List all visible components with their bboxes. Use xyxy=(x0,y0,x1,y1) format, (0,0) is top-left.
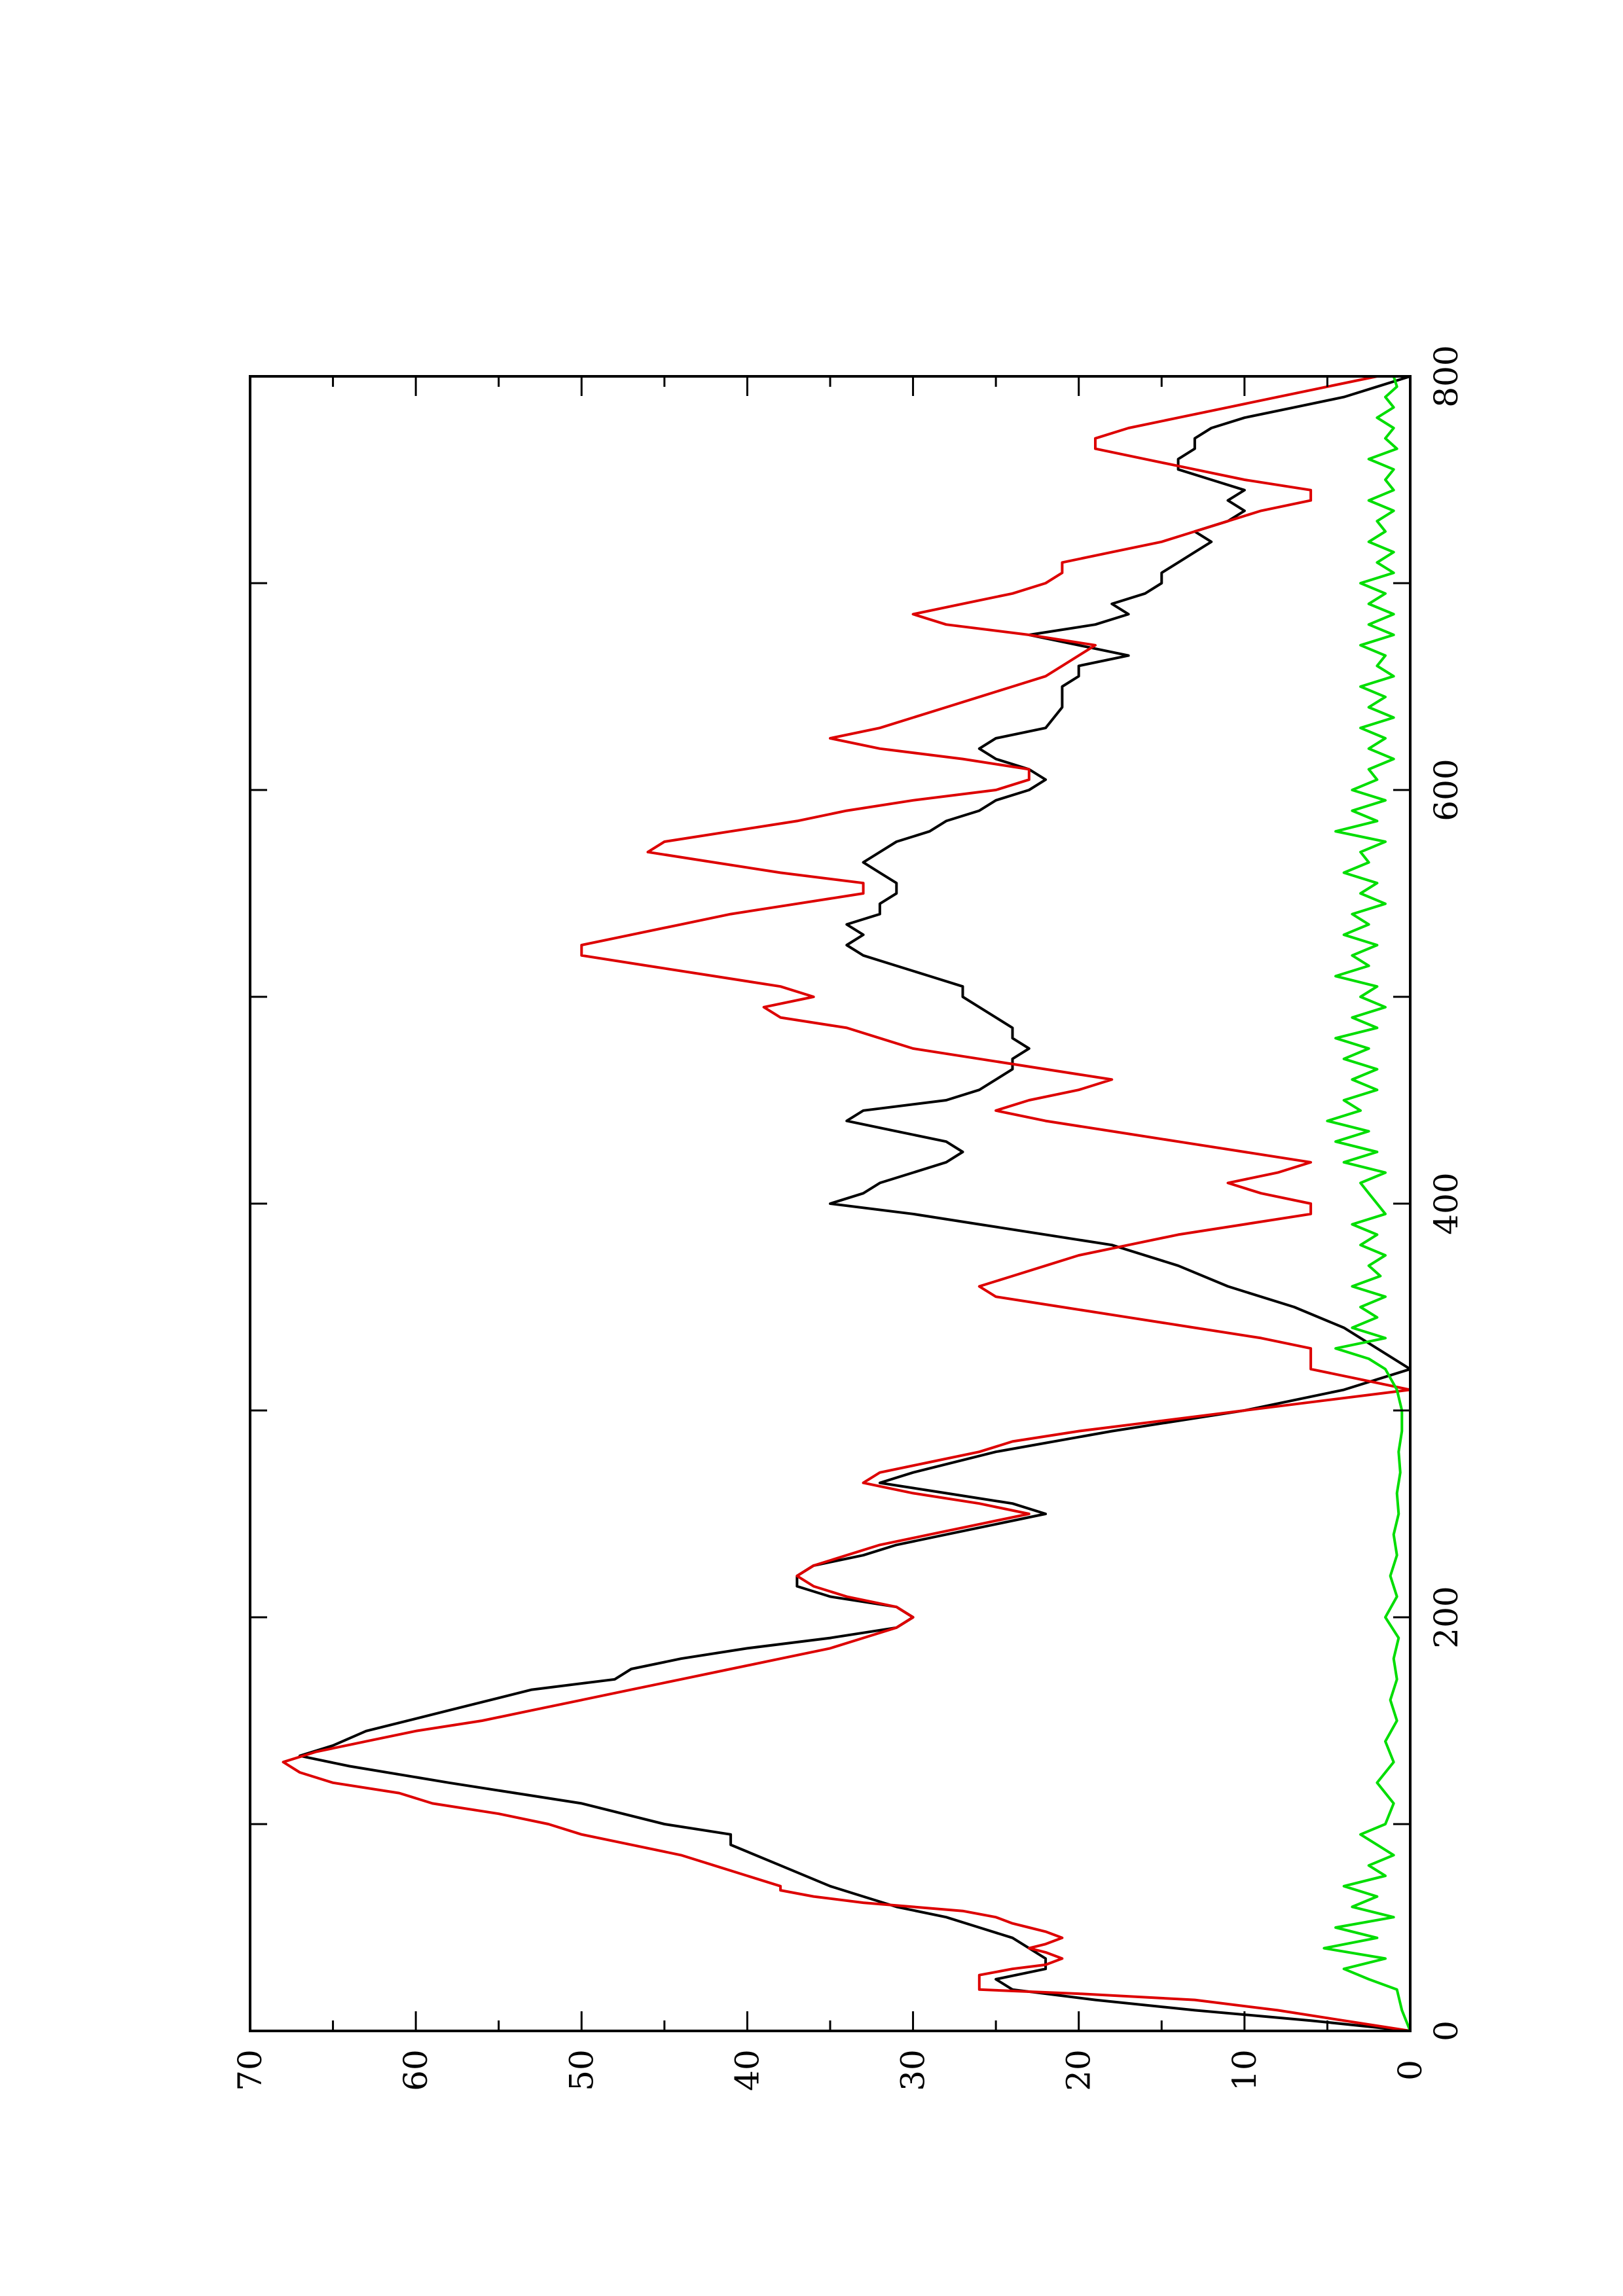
x-tick-label: 800 xyxy=(1427,345,1465,407)
x-tick-label: 600 xyxy=(1427,759,1465,821)
y-tick-label: 50 xyxy=(562,2049,600,2091)
series-line-2 xyxy=(1322,376,1412,2032)
y-tick-label: 40 xyxy=(728,2049,766,2091)
x-tick-label: 400 xyxy=(1427,1172,1465,1234)
series-line-0 xyxy=(298,375,1412,2032)
y-tick-label: 70 xyxy=(231,2049,269,2091)
y-tick-label: 0 xyxy=(1391,2060,1429,2081)
x-tick-label: 0 xyxy=(1427,2020,1465,2041)
y-tick-label: 20 xyxy=(1060,2049,1098,2091)
x-axis: 0 200 400 600 800 xyxy=(250,345,1465,2041)
y-axis: 0 10 20 30 40 50 60 70 xyxy=(231,376,1429,2091)
x-tick-label: 200 xyxy=(1427,1586,1465,1648)
series-layer xyxy=(282,375,1412,2032)
series-line-1 xyxy=(282,375,1412,2032)
y-tick-label: 30 xyxy=(894,2049,932,2091)
y-tick-label: 60 xyxy=(397,2049,435,2091)
y-tick-label: 10 xyxy=(1226,2049,1264,2091)
